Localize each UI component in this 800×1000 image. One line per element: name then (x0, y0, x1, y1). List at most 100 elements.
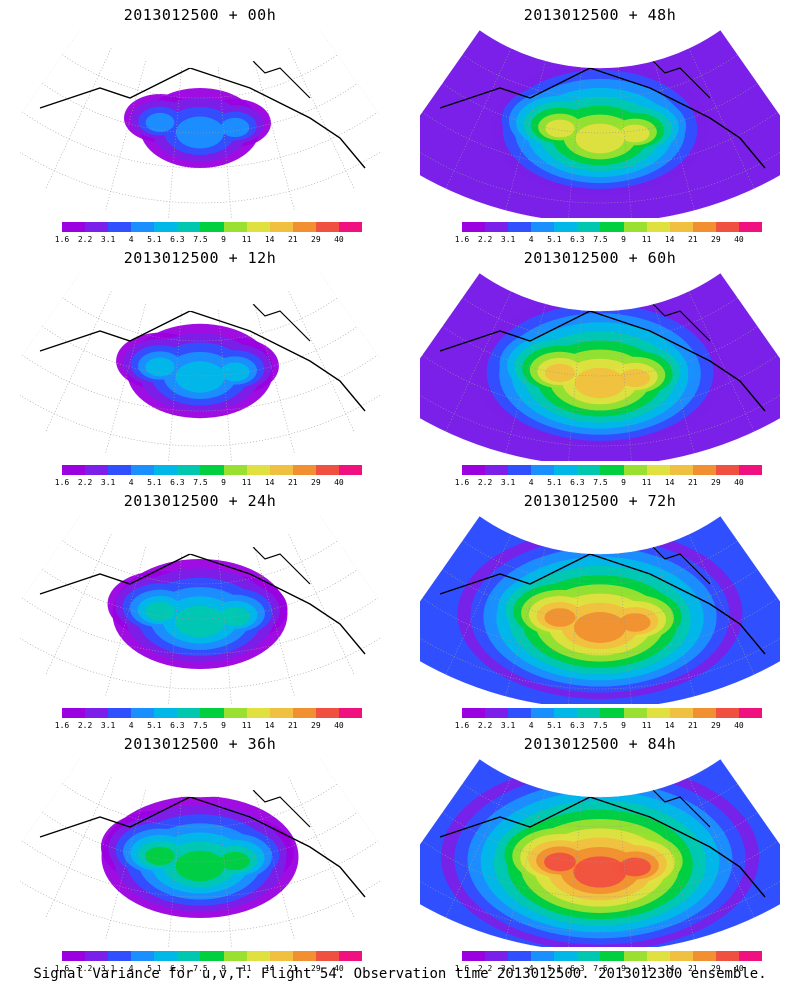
colorbar-tick-label: 3.1 (500, 478, 516, 487)
map-panel: 2013012500 + 72h 1.6 2.2 3.1 4 5.1 6.3 7.5 9 11 14… (400, 486, 800, 730)
colorbar-swatch (269, 465, 293, 475)
colorbar-tick-label: 2.2 (77, 964, 93, 973)
colorbar-tick-label: 40 (334, 478, 344, 487)
colorbar-swatch (85, 708, 109, 718)
colorbar-swatch (577, 465, 601, 475)
colorbar-tick-label: 14 (264, 964, 275, 973)
colorbar-tick-label: 29 (711, 235, 721, 244)
map-panel: 2013012500 + 84h 1.6 2.2 3.1 4 5.1 6.3 7.5 9 11 14… (400, 729, 800, 973)
colorbar-swatch (246, 222, 270, 232)
colorbar-swatch (315, 222, 339, 232)
colorbar-tick-label: 5.1 (147, 964, 162, 973)
colorbar-swatch (623, 465, 647, 475)
colorbar (462, 708, 763, 718)
colorbar-swatch (462, 708, 486, 718)
colorbar-tick-label: 21 (687, 721, 698, 730)
colorbar-tick-label: 29 (311, 478, 321, 487)
colorbar-tick-label: 14 (664, 964, 675, 973)
colorbar-swatch (108, 708, 132, 718)
colorbar (462, 951, 763, 961)
colorbar (462, 465, 763, 475)
colorbar-tick-label: 9 (221, 964, 226, 973)
colorbar-swatch (200, 222, 224, 232)
colorbar-tick-label: 4 (128, 721, 134, 730)
colorbar-swatch (108, 951, 132, 961)
colorbar-tick-label: 6.3 (570, 235, 585, 244)
colorbar-swatch (554, 465, 578, 475)
colorbar-tick-label: 11 (241, 721, 252, 730)
colorbar-tick-label: 5.1 (547, 964, 562, 973)
figure-caption: Signal Variance for u,v,T. Flight 54. Ob… (33, 966, 767, 982)
colorbar-tick-label: 11 (641, 235, 652, 244)
map-panel: 2013012500 + 12h 1.6 2.2 3.1 4 5.1 6.3 7.5 9 11 14… (0, 243, 400, 487)
colorbar-tick-label: 6.3 (570, 478, 585, 487)
colorbar-swatch (646, 951, 670, 961)
colorbar-swatch (154, 708, 178, 718)
colorbar-tick-label: 6.3 (570, 721, 585, 730)
colorbar (62, 951, 363, 961)
colorbar-swatch (508, 465, 532, 475)
colorbar-swatch (554, 951, 578, 961)
panel-title: 2013012500 + 00h (123, 6, 277, 24)
colorbar-tick-label: 21 (687, 964, 698, 973)
colorbar-tick-label: 7.5 (593, 478, 608, 487)
colorbar (462, 222, 763, 232)
colorbar-tick-label: 2.2 (477, 235, 493, 244)
colorbar-tick-label: 5.1 (547, 235, 562, 244)
colorbar-tick-label: 7.5 (593, 964, 608, 973)
colorbar-tick-label: 11 (241, 235, 252, 244)
colorbar-swatch (623, 222, 647, 232)
colorbar-tick-label: 21 (287, 478, 298, 487)
colorbar-tick-label: 1.6 (54, 235, 70, 244)
polar-map (420, 29, 780, 218)
colorbar-tick-label: 29 (711, 721, 721, 730)
panel-title: 2013012500 + 24h (123, 492, 277, 510)
colorbar-tick-label: 7.5 (193, 721, 208, 730)
colorbar-tick-label: 14 (264, 478, 275, 487)
colorbar-swatch (600, 951, 624, 961)
colorbar-tick-label: 9 (621, 964, 626, 973)
colorbar-tick-label: 14 (664, 721, 675, 730)
colorbar-swatch (692, 708, 716, 718)
colorbar-tick-label: 6.3 (170, 478, 185, 487)
colorbar-tick-label: 14 (264, 721, 275, 730)
colorbar-tick-label: 9 (621, 478, 626, 487)
polar-map (420, 272, 780, 461)
colorbar-swatch (62, 951, 86, 961)
colorbar-tick-label: 5.1 (547, 721, 562, 730)
colorbar-tick-label: 11 (641, 478, 652, 487)
colorbar-swatch (485, 222, 509, 232)
colorbar-tick-label: 40 (334, 721, 344, 730)
map-panel: 2013012500 + 60h 1.6 2.2 3.1 4 5.1 6.3 7.5 9 11 14… (400, 243, 800, 487)
colorbar-swatch (177, 222, 201, 232)
colorbar-tick-label: 7.5 (193, 235, 208, 244)
colorbar-swatch (85, 951, 109, 961)
polar-map (20, 758, 380, 947)
colorbar-tick-label: 5.1 (547, 478, 562, 487)
colorbar-swatch (200, 465, 224, 475)
colorbar-tick-label: 40 (734, 964, 744, 973)
colorbar-tick-label: 29 (711, 478, 721, 487)
colorbar-swatch (246, 465, 270, 475)
colorbar-swatch (669, 222, 693, 232)
colorbar-swatch (715, 708, 739, 718)
colorbar-swatch (177, 951, 201, 961)
colorbar-swatch (692, 222, 716, 232)
colorbar-swatch (223, 222, 247, 232)
polar-map (420, 758, 780, 947)
colorbar-tick-label: 3.1 (100, 721, 116, 730)
colorbar-swatch (508, 708, 532, 718)
panel-title: 2013012500 + 84h (523, 735, 677, 753)
colorbar-swatch (223, 708, 247, 718)
colorbar-swatch (315, 708, 339, 718)
colorbar-tick-label: 2.2 (77, 721, 93, 730)
colorbar-tick-label: 2.2 (77, 478, 93, 487)
colorbar-swatch (315, 465, 339, 475)
colorbar-swatch (131, 951, 155, 961)
colorbar-swatch (531, 465, 555, 475)
colorbar-tick-label: 5.1 (147, 478, 162, 487)
colorbar-swatch (669, 708, 693, 718)
colorbar-tick-label: 3.1 (100, 478, 116, 487)
colorbar-swatch (177, 708, 201, 718)
colorbar-tick-label: 1.6 (454, 964, 470, 973)
